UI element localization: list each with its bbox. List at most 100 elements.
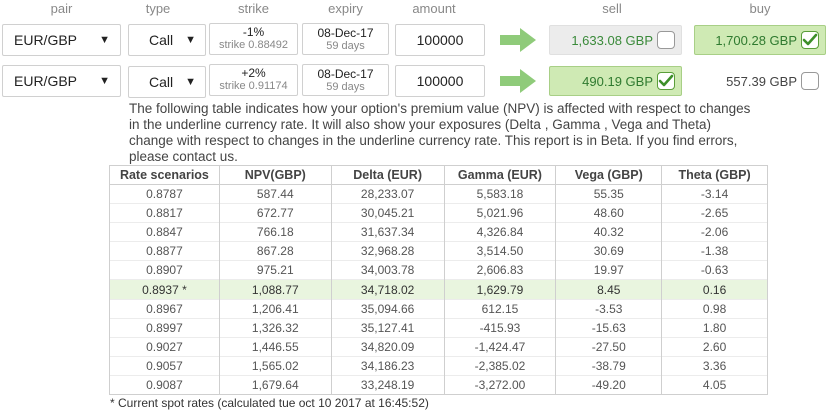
table-cell: 0.8997: [109, 317, 220, 338]
table-cell: 4.05: [661, 374, 768, 396]
table-cell: 5,583.18: [443, 183, 557, 204]
table-cell: 0.9087: [109, 374, 220, 396]
sell-checkbox-row2[interactable]: [657, 72, 675, 90]
column-header: Rate scenarios: [109, 165, 220, 185]
expiry-date: 08-Dec-17: [317, 26, 374, 40]
table-cell: 0.9027: [109, 336, 220, 357]
strike-percent: -1%: [242, 25, 265, 39]
pair-select-row1[interactable]: EUR/GBP ▼: [2, 24, 121, 56]
table-cell: 8.45: [555, 279, 663, 300]
amount-input-row2[interactable]: 100000: [395, 65, 485, 97]
type-select-row2[interactable]: Call ▼: [128, 66, 206, 98]
pair-value: EUR/GBP: [14, 32, 78, 48]
table-row: 0.9027 1,446.55 34,820.09 -1,424.47 -27.50 2.…: [109, 336, 768, 357]
table-cell: -15.63: [555, 317, 663, 338]
table-cell: 867.28: [218, 241, 332, 261]
strike-field-row1[interactable]: -1% strike 0.88492: [209, 23, 298, 55]
arrow-right-icon: [500, 28, 536, 52]
buy-checkbox-row1[interactable]: [801, 31, 819, 49]
table-cell: 0.8787: [109, 183, 220, 204]
table-cell: -2,385.02: [443, 355, 557, 376]
column-header: Delta (EUR): [330, 165, 445, 185]
table-cell: 2,606.83: [443, 260, 557, 280]
table-cell: 34,186.23: [330, 355, 445, 376]
strike-field-row2[interactable]: +2% strike 0.91174: [209, 64, 298, 96]
header-pair: pair: [50, 1, 73, 16]
caret-down-icon: ▼: [185, 76, 196, 88]
checkmark-icon: [658, 74, 674, 87]
column-header: Theta (GBP): [661, 165, 768, 185]
table-cell: 0.8877: [109, 241, 220, 261]
sell-price-row1[interactable]: 1,633.08 GBP: [549, 25, 682, 55]
pair-select-row2[interactable]: EUR/GBP ▼: [2, 65, 121, 97]
table-cell: -49.20: [555, 374, 663, 396]
table-cell: 0.16: [661, 279, 768, 300]
buy-price-row2[interactable]: 557.39 GBP: [694, 66, 826, 96]
header-strike: strike: [237, 1, 270, 16]
table-cell: 35,094.66: [330, 298, 445, 319]
sell-checkbox-row1[interactable]: [657, 31, 675, 49]
amount-value: 100000: [416, 73, 464, 89]
buy-price-value: 1,700.28 GBP: [715, 32, 797, 48]
table-cell: 33,248.19: [330, 374, 445, 396]
type-value: Call: [149, 32, 174, 48]
table-cell: 5,021.96: [443, 203, 557, 223]
sell-price-row2[interactable]: 490.19 GBP: [549, 66, 682, 96]
table-row: 0.8967 1,206.41 35,094.66 612.15 -3.53 0.98: [109, 298, 768, 319]
table-cell: -1.38: [661, 241, 768, 261]
expiry-days: 59 days: [326, 40, 365, 52]
table-row: 0.8907 975.21 34,003.78 2,606.83 19.97 -0.63: [109, 260, 768, 280]
arrow-right-icon: [500, 69, 536, 93]
header-sell: sell: [602, 1, 622, 16]
table-cell: 30,045.21: [330, 203, 445, 223]
expiry-field-row1[interactable]: 08-Dec-17 59 days: [302, 23, 389, 55]
expiry-field-row2[interactable]: 08-Dec-17 59 days: [302, 64, 389, 96]
table-cell: 48.60: [555, 203, 663, 223]
table-cell: 1,206.41: [218, 298, 332, 319]
table-cell: 587.44: [218, 183, 332, 204]
table-cell: 32,968.28: [330, 241, 445, 261]
header-buy: buy: [749, 1, 771, 16]
table-cell: -3,272.00: [443, 374, 557, 396]
table-row: 0.8937 * 1,088.77 34,718.02 1,629.79 8.45 0.1…: [109, 279, 768, 300]
table-cell: 0.9057: [109, 355, 220, 376]
checkmark-icon: [802, 33, 818, 46]
expiry-date: 08-Dec-17: [317, 67, 374, 81]
table-row: 0.9057 1,565.02 34,186.23 -2,385.02 -38.79 3.…: [109, 355, 768, 376]
table-cell: 3,514.50: [443, 241, 557, 261]
amount-input-row1[interactable]: 100000: [395, 24, 485, 56]
header-expiry: expiry: [328, 1, 363, 16]
table-cell: 0.8847: [109, 222, 220, 242]
table-cell: -2.06: [661, 222, 768, 242]
table-cell: 40.32: [555, 222, 663, 242]
strike-value: strike 0.88492: [218, 39, 289, 51]
table-cell: 1,565.02: [218, 355, 332, 376]
table-row: 0.8817 672.77 30,045.21 5,021.96 48.60 -2.65: [109, 203, 768, 223]
table-cell: 28,233.07: [330, 183, 445, 204]
table-cell: 4,326.84: [443, 222, 557, 242]
table-cell: 1,679.64: [218, 374, 332, 396]
table-cell: -0.63: [661, 260, 768, 280]
table-cell: 31,637.34: [330, 222, 445, 242]
table-cell: 34,718.02: [330, 279, 445, 300]
table-row: 0.8877 867.28 32,968.28 3,514.50 30.69 -1.38: [109, 241, 768, 261]
table-cell: 19.97: [555, 260, 663, 280]
buy-price-row1[interactable]: 1,700.28 GBP: [694, 25, 826, 55]
table-cell: 1.80: [661, 317, 768, 338]
table-cell: 612.15: [443, 298, 557, 319]
type-select-row1[interactable]: Call ▼: [128, 24, 206, 56]
buy-checkbox-row2[interactable]: [801, 72, 819, 90]
table-cell: 766.18: [218, 222, 332, 242]
table-cell: 0.8907: [109, 260, 220, 280]
table-cell: 0.8817: [109, 203, 220, 223]
table-row: 0.8997 1,326.32 35,127.41 -415.93 -15.63 1.80: [109, 317, 768, 338]
caret-down-icon: ▼: [185, 34, 196, 46]
table-cell: -415.93: [443, 317, 557, 338]
column-header: Gamma (EUR): [443, 165, 557, 185]
column-header: Vega (GBP): [555, 165, 663, 185]
table-row: 0.8847 766.18 31,637.34 4,326.84 40.32 -2.06: [109, 222, 768, 242]
sell-price-value: 1,633.08 GBP: [571, 32, 653, 48]
table-cell: 0.98: [661, 298, 768, 319]
table-cell: -27.50: [555, 336, 663, 357]
table-cell: 55.35: [555, 183, 663, 204]
